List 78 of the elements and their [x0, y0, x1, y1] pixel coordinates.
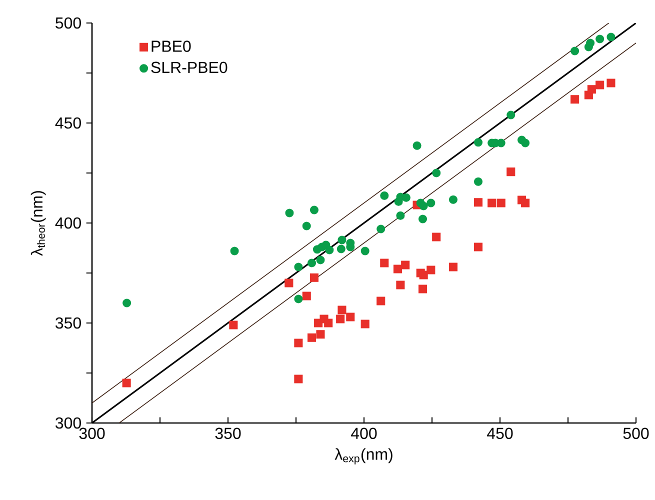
point — [570, 95, 580, 104]
point — [294, 374, 303, 384]
y-tick-label: 500 — [56, 17, 81, 29]
y-tick-label: 450 — [55, 117, 81, 129]
point — [294, 294, 303, 304]
point — [426, 266, 436, 274]
point — [401, 260, 410, 270]
point — [396, 280, 405, 290]
point — [474, 138, 483, 147]
point — [229, 320, 238, 330]
point — [474, 177, 483, 186]
point — [393, 264, 402, 274]
point — [606, 78, 616, 88]
point — [380, 191, 389, 200]
point — [448, 262, 458, 272]
point — [474, 242, 483, 252]
point — [122, 298, 132, 308]
point — [506, 110, 516, 120]
point — [360, 320, 370, 328]
point — [338, 306, 346, 314]
y-tick-label: 350 — [56, 317, 81, 329]
point — [230, 246, 239, 256]
point — [310, 273, 318, 282]
point — [432, 232, 441, 242]
point — [412, 141, 422, 150]
x-tick-label: 500 — [623, 428, 649, 440]
point — [285, 208, 294, 218]
point — [419, 202, 428, 210]
point — [496, 198, 506, 208]
y-tick-label: 400 — [55, 217, 81, 229]
point — [376, 296, 386, 306]
point — [310, 206, 318, 214]
legend-label: PBE0 — [152, 40, 191, 52]
point — [324, 318, 333, 328]
point — [308, 333, 316, 342]
point — [380, 258, 389, 268]
legend-label: SLR-PBE0 — [151, 62, 228, 74]
point — [294, 262, 303, 272]
point — [418, 284, 428, 294]
point — [294, 338, 303, 348]
point — [426, 198, 436, 208]
point — [336, 244, 346, 254]
point — [419, 270, 428, 280]
point — [308, 258, 316, 268]
point — [396, 211, 405, 220]
point — [596, 80, 604, 90]
y-tick-label: 300 — [56, 417, 81, 429]
point — [606, 32, 616, 42]
point — [596, 34, 604, 44]
point — [316, 256, 325, 264]
point — [360, 246, 370, 256]
point — [302, 222, 311, 230]
point — [506, 168, 516, 176]
point — [338, 236, 346, 244]
point — [336, 314, 345, 324]
x-tick-label: 400 — [351, 428, 377, 440]
point — [448, 195, 458, 204]
point — [325, 246, 334, 254]
point — [570, 46, 580, 56]
y-axis-title: λ$_{theor}$(nm) — [30, 191, 46, 256]
point — [488, 198, 496, 208]
x-tick-label: 300 — [79, 428, 105, 440]
point — [302, 292, 311, 300]
point — [376, 224, 386, 234]
x-tick-label: 450 — [487, 428, 513, 440]
point — [587, 85, 596, 94]
point — [521, 198, 530, 208]
point — [586, 38, 595, 48]
point — [122, 378, 131, 388]
point — [316, 330, 325, 339]
point — [418, 214, 428, 224]
x-axis-title: λ$_{exp}$(nm) — [334, 448, 392, 464]
point — [346, 312, 355, 322]
point — [521, 138, 530, 148]
point — [474, 198, 483, 207]
x-tick-label: 350 — [215, 428, 241, 440]
point — [284, 278, 294, 288]
point — [432, 168, 441, 178]
